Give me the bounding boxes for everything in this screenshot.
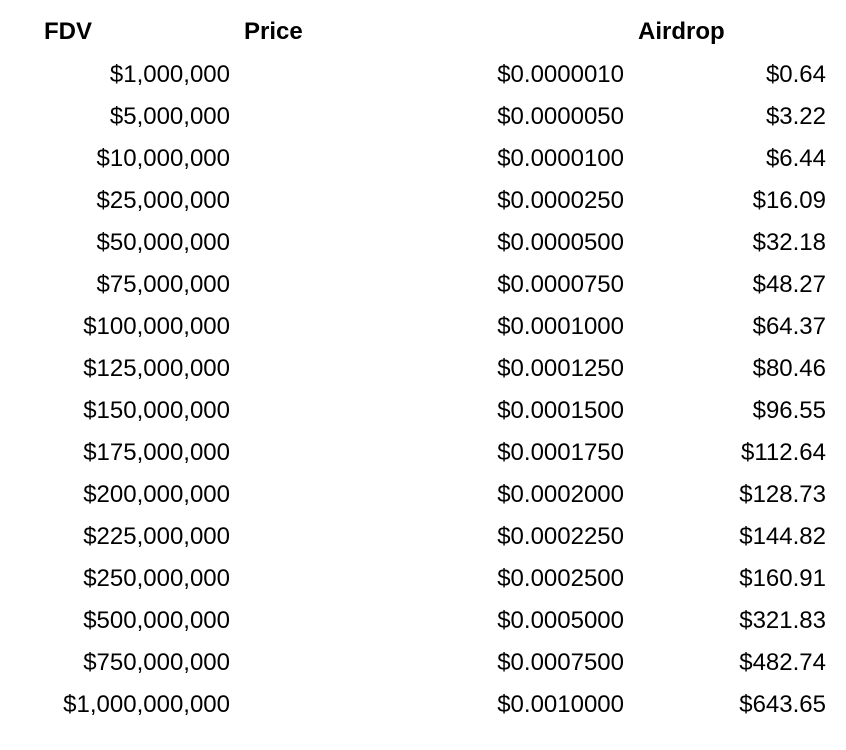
- cell-airdrop: $32.18: [752, 229, 826, 256]
- cell-airdrop: $64.37: [752, 313, 826, 340]
- cell-price: $0.0005000: [497, 607, 624, 634]
- table-row: $1,000,000 $0.0000010 $0.64: [0, 57, 846, 99]
- table-row: $250,000,000 $0.0002500 $160.91: [0, 561, 846, 603]
- cell-fdv: $5,000,000: [109, 103, 230, 130]
- cell-airdrop: $160.91: [739, 565, 826, 592]
- cell-fdv: $750,000,000: [83, 649, 230, 676]
- cell-fdv: $1,000,000: [109, 61, 230, 88]
- cell-airdrop: $80.46: [752, 355, 826, 382]
- cell-fdv: $175,000,000: [83, 439, 230, 466]
- cell-fdv: $125,000,000: [83, 355, 230, 382]
- header-airdrop: Airdrop: [638, 18, 725, 45]
- table-row: $175,000,000 $0.0001750 $112.64: [0, 435, 846, 477]
- cell-airdrop: $0.64: [765, 61, 826, 88]
- cell-fdv: $250,000,000: [83, 565, 230, 592]
- table-row: $200,000,000 $0.0002000 $128.73: [0, 477, 846, 519]
- cell-fdv: $25,000,000: [96, 187, 230, 214]
- table-header-row: FDV Price Airdrop: [0, 18, 846, 48]
- table-row: $500,000,000 $0.0005000 $321.83: [0, 603, 846, 645]
- table-row: $75,000,000 $0.0000750 $48.27: [0, 267, 846, 309]
- cell-price: $0.0001000: [497, 313, 624, 340]
- cell-airdrop: $128.73: [739, 481, 826, 508]
- cell-price: $0.0010000: [497, 691, 624, 718]
- cell-price: $0.0002250: [497, 523, 624, 550]
- cell-fdv: $200,000,000: [83, 481, 230, 508]
- table-row: $750,000,000 $0.0007500 $482.74: [0, 645, 846, 687]
- table-row: $100,000,000 $0.0001000 $64.37: [0, 309, 846, 351]
- table-row: $1,000,000,000 $0.0010000 $643.65: [0, 687, 846, 729]
- cell-price: $0.0002000: [497, 481, 624, 508]
- table-row: $25,000,000 $0.0000250 $16.09: [0, 183, 846, 225]
- table-row: $225,000,000 $0.0002250 $144.82: [0, 519, 846, 561]
- cell-airdrop: $48.27: [752, 271, 826, 298]
- cell-price: $0.0002500: [497, 565, 624, 592]
- cell-price: $0.0001500: [497, 397, 624, 424]
- cell-price: $0.0000750: [497, 271, 624, 298]
- cell-fdv: $50,000,000: [96, 229, 230, 256]
- cell-fdv: $150,000,000: [83, 397, 230, 424]
- cell-airdrop: $643.65: [739, 691, 826, 718]
- table-row: $125,000,000 $0.0001250 $80.46: [0, 351, 846, 393]
- header-price: Price: [244, 18, 303, 45]
- header-fdv: FDV: [44, 18, 92, 45]
- cell-price: $0.0001250: [497, 355, 624, 382]
- table-row: $5,000,000 $0.0000050 $3.22: [0, 99, 846, 141]
- cell-airdrop: $6.44: [765, 145, 826, 172]
- cell-fdv: $10,000,000: [96, 145, 230, 172]
- cell-airdrop: $144.82: [739, 523, 826, 550]
- cell-price: $0.0000050: [497, 103, 624, 130]
- table-row: $150,000,000 $0.0001500 $96.55: [0, 393, 846, 435]
- cell-airdrop: $96.55: [752, 397, 826, 424]
- cell-price: $0.0000100: [497, 145, 624, 172]
- cell-fdv: $225,000,000: [83, 523, 230, 550]
- cell-fdv: $500,000,000: [83, 607, 230, 634]
- cell-fdv: $1,000,000,000: [63, 691, 230, 718]
- cell-price: $0.0007500: [497, 649, 624, 676]
- table-row: $10,000,000 $0.0000100 $6.44: [0, 141, 846, 183]
- cell-fdv: $100,000,000: [83, 313, 230, 340]
- cell-airdrop: $482.74: [739, 649, 826, 676]
- cell-airdrop: $16.09: [752, 187, 826, 214]
- cell-price: $0.0000500: [497, 229, 624, 256]
- cell-price: $0.0001750: [497, 439, 624, 466]
- table-body: $1,000,000 $0.0000010 $0.64 $5,000,000 $0.00…: [0, 57, 846, 729]
- table-row: $50,000,000 $0.0000500 $32.18: [0, 225, 846, 267]
- cell-price: $0.0000010: [497, 61, 624, 88]
- cell-price: $0.0000250: [497, 187, 624, 214]
- cell-airdrop: $321.83: [739, 607, 826, 634]
- cell-airdrop: $3.22: [765, 103, 826, 130]
- cell-fdv: $75,000,000: [96, 271, 230, 298]
- cell-airdrop: $112.64: [741, 439, 826, 466]
